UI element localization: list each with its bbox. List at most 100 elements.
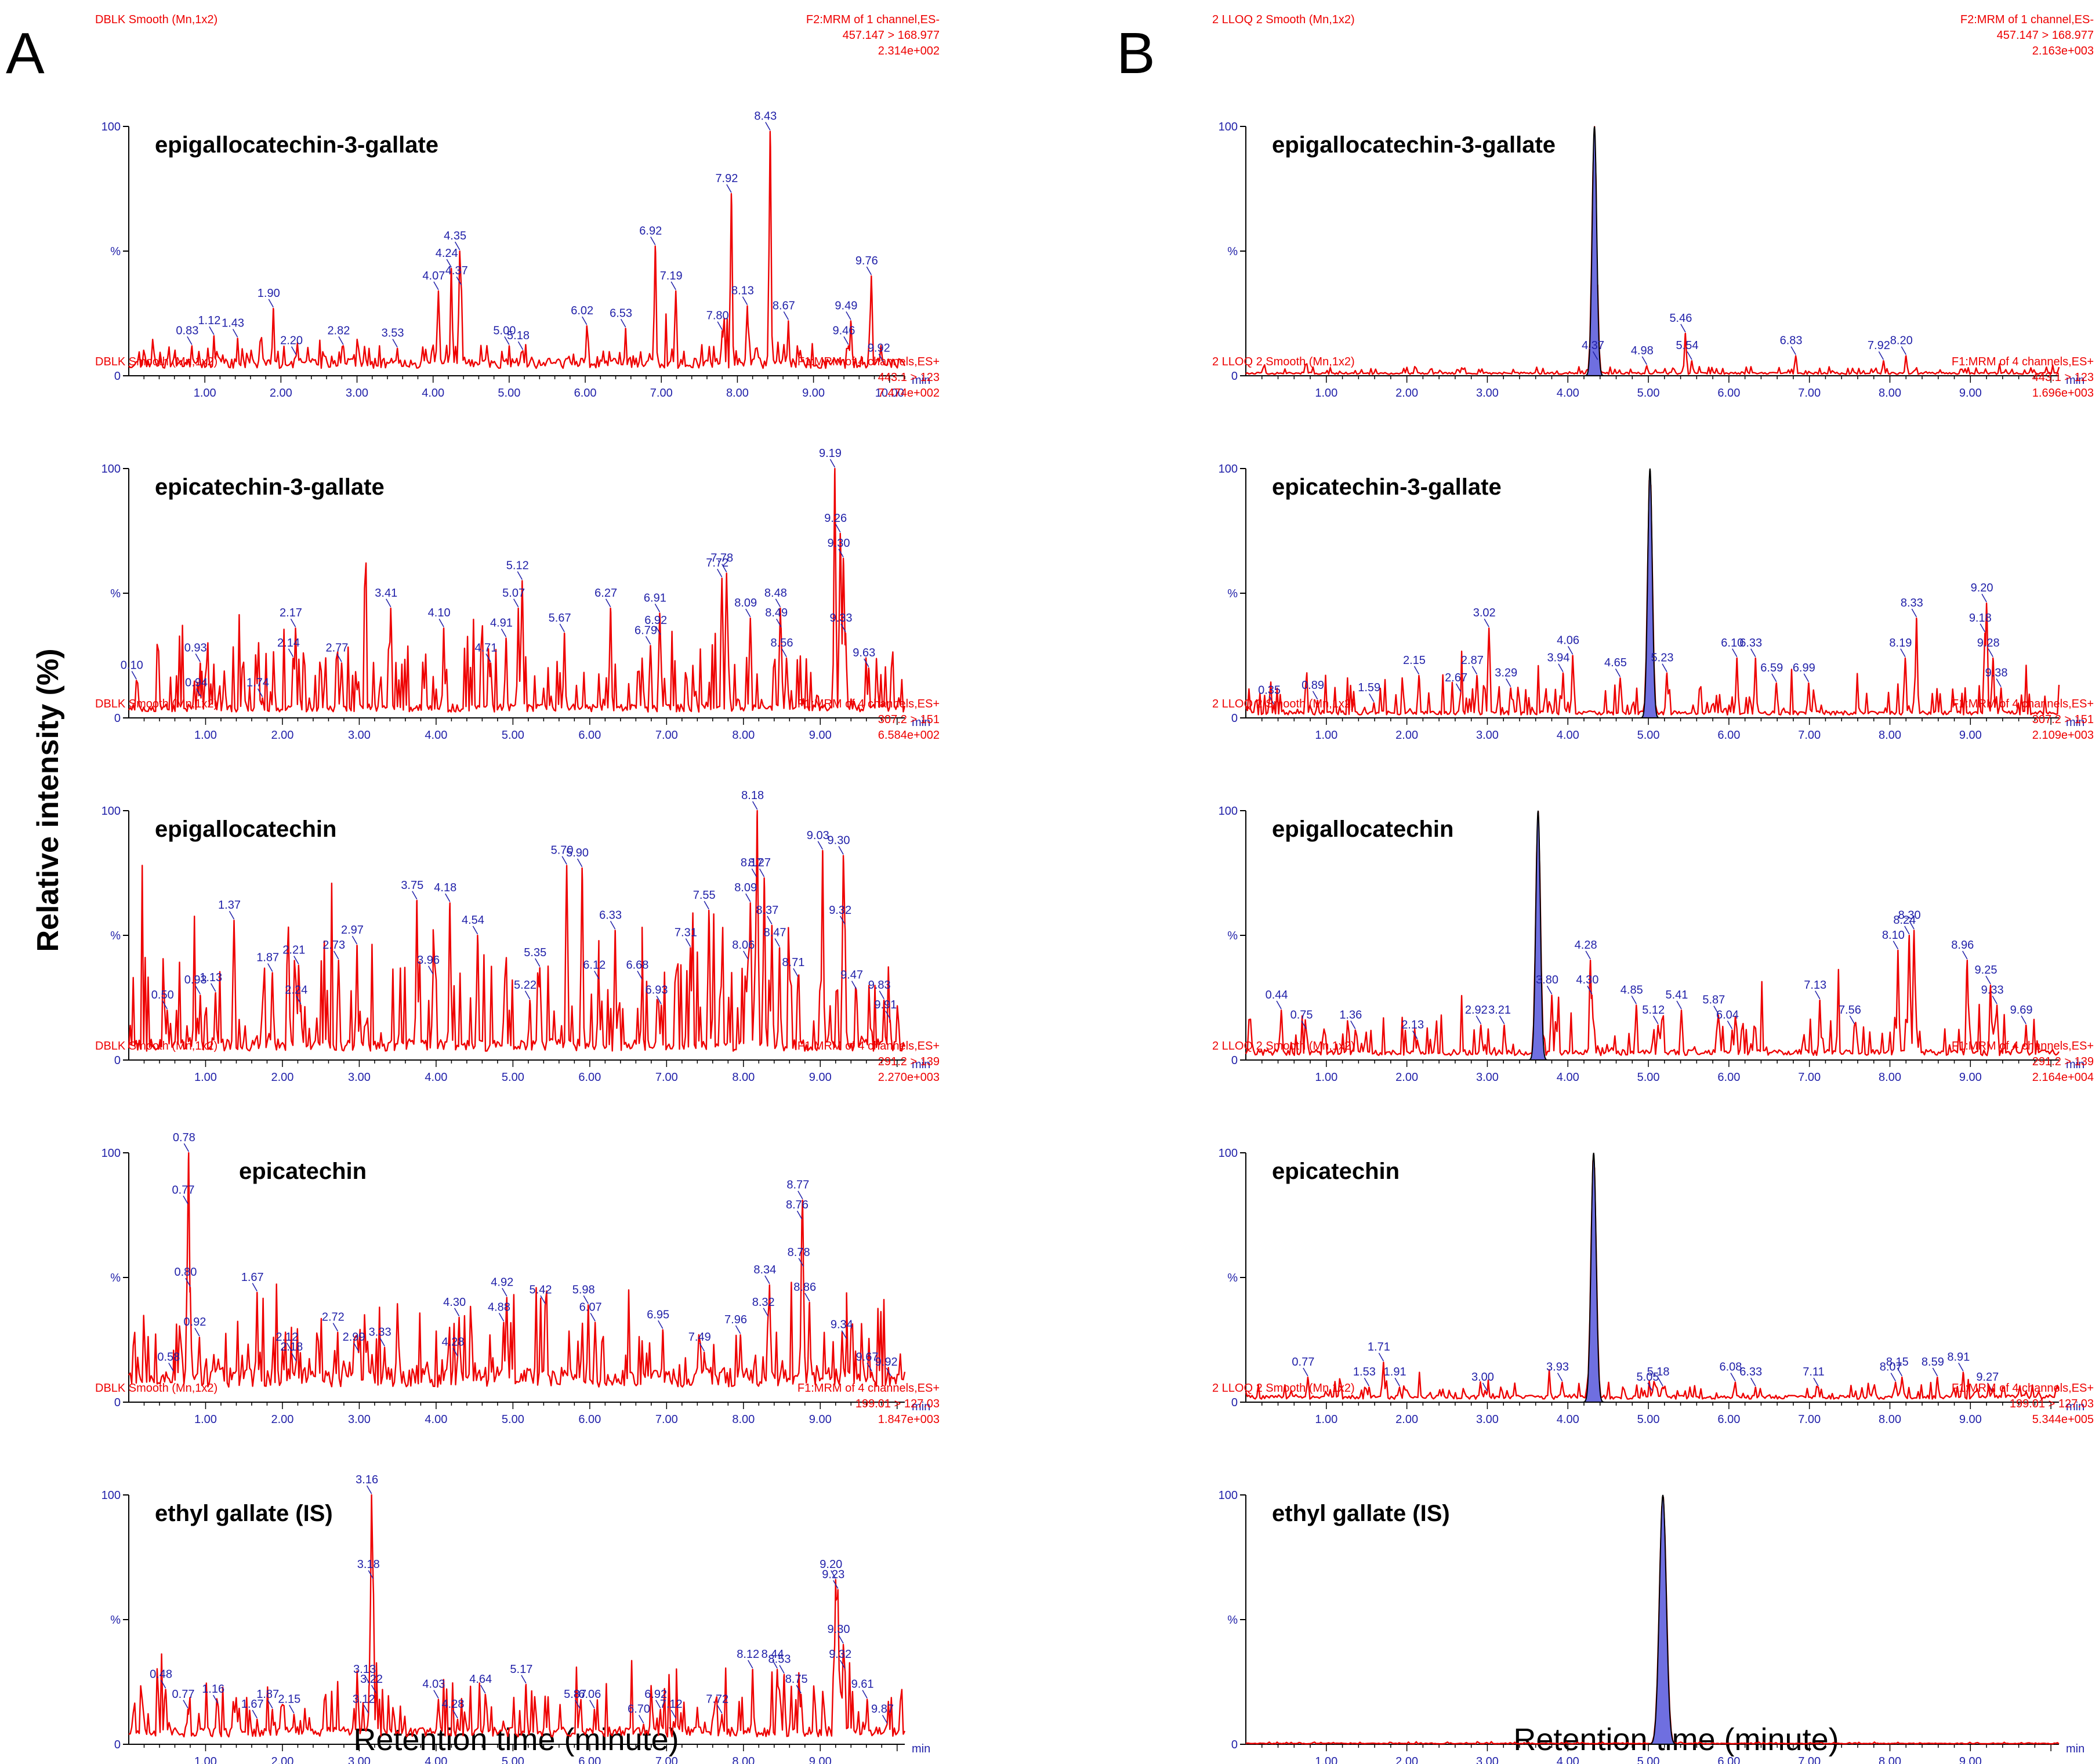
peak-label: 2.13: [1401, 1019, 1424, 1032]
peak-label: 9.92: [868, 342, 890, 355]
trace-line: [128, 130, 906, 369]
peak-leader: [1750, 648, 1756, 658]
peak-label: 9.76: [855, 255, 878, 267]
x-tick-label: 9.00: [1959, 387, 1982, 400]
peak-leader: [195, 985, 201, 994]
peak-leader: [504, 336, 510, 345]
peak-leader: [759, 868, 765, 877]
peak-label: 8.07: [1880, 1361, 1902, 1374]
header-right-line: 443.1 > 123: [878, 371, 940, 384]
peak-leader: [1394, 1377, 1400, 1386]
x-tick-label: 7.00: [655, 1413, 678, 1426]
peak-leader: [1506, 678, 1511, 687]
peak-leader: [658, 1320, 664, 1329]
main-peak-fill: [1640, 468, 1660, 718]
peak-leader: [353, 1342, 359, 1352]
peak-leader: [195, 654, 201, 662]
peak-label: 4.28: [1575, 939, 1597, 952]
peak-leader: [168, 1363, 174, 1371]
peak-leader: [1932, 1367, 1938, 1377]
header-right-line: F1:MRM of 4 channels,ES+: [1952, 1382, 2094, 1395]
peak-leader: [878, 354, 884, 362]
peak-label: 9.03: [807, 829, 829, 842]
peak-label: 2.15: [278, 1693, 300, 1705]
peak-label: 4.06: [1557, 634, 1579, 647]
compound-title: epigallocatechin-3-gallate: [155, 132, 438, 158]
peak-label: 5.07: [502, 587, 525, 600]
peak-leader: [1592, 351, 1598, 360]
peak-label: 0.77: [172, 1184, 195, 1196]
peak-label: 9.33: [1981, 983, 2004, 996]
x-tick-label: 9.00: [809, 1413, 832, 1426]
x-tick-label: 4.00: [1557, 1071, 1579, 1084]
peak-leader: [589, 1700, 595, 1709]
peak-leader: [456, 276, 462, 285]
compound-title: epicatechin: [1272, 1159, 1400, 1184]
peak-leader: [371, 1685, 377, 1694]
peak-leader: [454, 241, 461, 251]
peak-label: 9.30: [828, 1623, 850, 1636]
peak-label: 6.93: [646, 983, 668, 996]
header-right-line: 307.2 > 151: [878, 713, 940, 726]
peak-label: 8.37: [756, 904, 778, 917]
peak-leader: [213, 1694, 219, 1704]
peak-label: 4.91: [490, 616, 513, 629]
peak-label: 1.16: [202, 1683, 224, 1696]
peak-label: 8.15: [1886, 1356, 1909, 1369]
peak-leader: [833, 1580, 839, 1589]
peak-label: 9.34: [831, 1319, 853, 1331]
peak-label: 8.24: [1893, 914, 1916, 927]
x-tick-label: 4.00: [422, 387, 444, 400]
peak-leader: [1730, 1373, 1736, 1381]
x-tick-label: 6.00: [1717, 1413, 1740, 1426]
peak-label: 1.13: [200, 971, 222, 984]
peak-leader: [1364, 1377, 1370, 1386]
peak-label: 9.33: [830, 612, 853, 625]
x-tick-label: 3.00: [1476, 1755, 1499, 1764]
peak-label: 2.87: [1461, 654, 1484, 667]
peak-label: 0.75: [1290, 1008, 1313, 1021]
y-tick-label: %: [110, 587, 121, 600]
peak-label: 3.16: [356, 1473, 378, 1486]
header-right-line: 443.1 > 123: [2032, 371, 2094, 384]
peak-leader: [1680, 324, 1686, 333]
peak-leader: [645, 636, 651, 645]
peak-label: 6.33: [1739, 637, 1762, 649]
peak-label: 1.53: [1353, 1366, 1376, 1378]
peak-leader: [577, 858, 583, 868]
peak-leader: [1662, 663, 1667, 672]
x-tick-label: 8.00: [732, 1071, 755, 1084]
peak-label: 3.94: [1547, 652, 1569, 665]
x-tick-label: 9.00: [809, 1755, 832, 1764]
peak-label: 8.09: [734, 597, 757, 609]
x-tick-label: 8.00: [1879, 1071, 1901, 1084]
peak-label: 8.13: [731, 285, 754, 297]
peak-label: 2.15: [1403, 654, 1426, 667]
x-tick-label: 5.00: [1637, 1755, 1660, 1764]
peak-label: 4.10: [428, 607, 451, 619]
peak-label: 6.12: [583, 959, 606, 971]
peak-leader: [670, 1709, 676, 1719]
peak-leader: [1958, 1363, 1964, 1371]
peak-label: 6.99: [1793, 662, 1815, 674]
y-axis-title: Relative intensity (%): [31, 648, 65, 952]
peak-label: 7.78: [710, 552, 733, 565]
peak-label: 2.77: [325, 641, 348, 654]
peak-label: 1.67: [241, 1698, 264, 1711]
peak-leader: [379, 1338, 385, 1346]
header-left: DBLK Smooth (Mn,1x2): [95, 1040, 217, 1052]
x-tick-label: 1.00: [1315, 1755, 1337, 1764]
peak-label: 0.44: [1266, 989, 1288, 1001]
peak-leader: [524, 990, 531, 1000]
compound-title: epicatechin-3-gallate: [155, 474, 385, 500]
peak-label: 9.32: [829, 1648, 851, 1661]
peak-label: 4.35: [444, 230, 466, 242]
peak-label: 7.12: [660, 1698, 683, 1711]
peak-label: 7.19: [660, 270, 683, 282]
peak-label: 5.87: [1702, 994, 1725, 1007]
peak-leader: [840, 916, 846, 925]
peak-label: 6.08: [1720, 1361, 1742, 1374]
y-tick-label: 0: [1231, 370, 1238, 383]
x-tick-label: 2.00: [271, 1071, 293, 1084]
y-tick-label: %: [1227, 930, 1238, 942]
